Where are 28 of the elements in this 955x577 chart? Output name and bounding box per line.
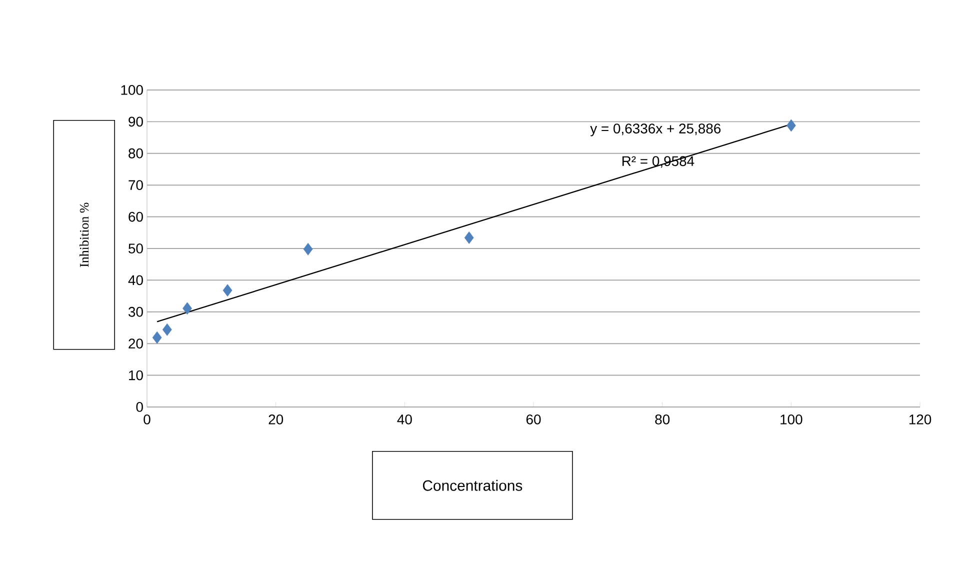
y-tick-label: 40	[128, 275, 143, 286]
y-tick-label: 60	[128, 212, 143, 222]
y-tick-label: 20	[128, 338, 143, 349]
x-tick-label: 20	[268, 414, 284, 424]
x-tick-label: 40	[397, 414, 412, 424]
y-tick-label: 10	[129, 370, 143, 380]
point	[303, 242, 313, 256]
x-tick-label: 60	[526, 414, 541, 424]
y-tick-label: 0	[136, 402, 143, 412]
y-tick-label: 90	[128, 116, 143, 127]
point	[786, 119, 796, 132]
x-tick-label: 0	[144, 414, 150, 424]
x-tick-label: 80	[655, 414, 670, 424]
y-axis-title: Inhibition %	[80, 202, 89, 267]
x-tick-label: 100	[780, 414, 802, 424]
point	[464, 232, 474, 244]
point	[152, 331, 162, 344]
x-axis-title: Concentrations	[422, 480, 522, 491]
y-tick-label: 70	[128, 180, 143, 190]
y-tick-label: 30	[128, 306, 143, 317]
y-tick-label: 100	[121, 85, 143, 95]
annotation: y = 0,6336x + 25,886	[590, 124, 721, 136]
x-tick-label: 120	[909, 414, 932, 424]
y-tick-label: 80	[128, 148, 143, 158]
point	[182, 302, 192, 315]
y-tick-label: 50	[128, 244, 143, 254]
point	[162, 323, 172, 336]
point	[222, 284, 232, 297]
